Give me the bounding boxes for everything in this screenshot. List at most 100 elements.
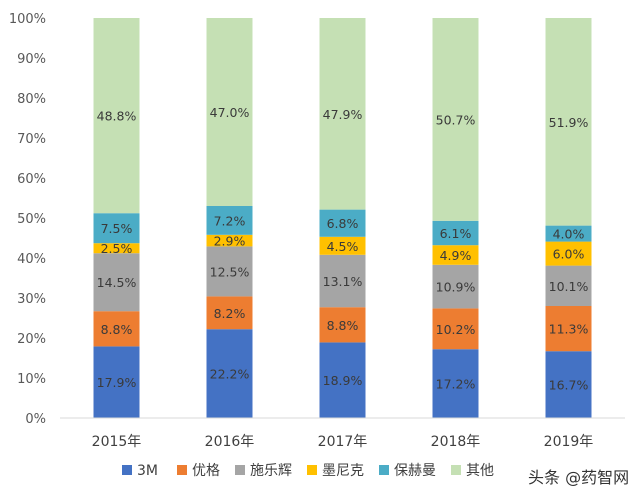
y-tick-label: 40% [17, 252, 46, 267]
data-label: 17.9% [97, 375, 137, 390]
watermark-text: 头条 @药智网 [528, 468, 629, 487]
data-label: 16.7% [549, 378, 589, 393]
bar-segment [432, 349, 479, 418]
bar-segment [432, 308, 479, 350]
bar-segment [432, 264, 479, 309]
data-label: 7.2% [214, 213, 246, 228]
data-label: 4.5% [327, 239, 359, 254]
bar-segment [319, 307, 366, 343]
data-label: 12.5% [210, 264, 250, 279]
legend-label: 施乐辉 [250, 463, 292, 479]
y-tick-label: 50% [17, 212, 46, 227]
bar-segment [319, 236, 366, 255]
data-label: 4.0% [553, 227, 585, 242]
bar-segment [545, 18, 592, 226]
bar-segment [432, 18, 479, 221]
data-label: 48.8% [97, 109, 137, 124]
bar-segment [432, 220, 479, 246]
legend-swatch [307, 465, 317, 475]
bar-stack: 17.2% 10.2% 10.9% 4.9% 6.1% 50.7% [432, 18, 479, 418]
bar-segment [206, 296, 253, 330]
x-tick-label: 2016年 [205, 434, 255, 450]
data-label: 11.3% [549, 322, 589, 337]
legend-item: 保赫曼 [379, 463, 436, 479]
bar-segment [206, 206, 253, 235]
y-tick-label: 0% [25, 412, 46, 427]
data-label: 18.9% [323, 373, 363, 388]
legend-label: 墨尼克 [322, 463, 364, 479]
y-tick-label: 30% [17, 292, 46, 307]
legend-item: 优格 [177, 463, 220, 479]
legend-swatch [451, 465, 461, 475]
bar-segment [545, 225, 592, 242]
y-tick-label: 60% [17, 172, 46, 187]
y-tick-label: 90% [17, 52, 46, 67]
data-label: 8.2% [214, 306, 246, 321]
legend-swatch [177, 465, 187, 475]
legend-item: 其他 [451, 463, 494, 479]
x-axis: 2015年 2016年 2017年 2018年 2019年 [60, 417, 625, 450]
data-label: 10.9% [436, 280, 476, 295]
legend: 3M 优格 施乐辉 墨尼克 保赫曼 其他 [122, 463, 494, 479]
bar-segment [93, 243, 140, 254]
watermark-backdrop [520, 462, 636, 492]
bar-segment [319, 18, 366, 210]
data-label: 17.2% [436, 377, 476, 392]
data-label: 2.5% [101, 241, 133, 256]
data-label: 14.5% [97, 275, 137, 290]
legend-swatch [122, 465, 132, 475]
legend-label: 3M [137, 463, 158, 479]
y-tick-label: 10% [17, 372, 46, 387]
bar-segment [93, 18, 140, 214]
bar-segment [545, 306, 592, 352]
data-label: 4.9% [440, 248, 472, 263]
bar-segment [206, 234, 253, 247]
legend-label: 优格 [192, 463, 220, 479]
bar-segment [93, 311, 140, 347]
bar-segment [93, 346, 140, 418]
bar-segment [93, 253, 140, 312]
data-label: 6.1% [440, 226, 472, 241]
bar-segment [319, 254, 366, 308]
bar-stack: 17.9% 8.8% 14.5% 2.5% 7.5% 48.8% [93, 18, 140, 418]
x-tick-label: 2015年 [92, 434, 142, 450]
data-label: 8.8% [327, 318, 359, 333]
bar-segment [319, 342, 366, 418]
bar-segment [545, 241, 592, 266]
legend-label: 保赫曼 [394, 463, 436, 479]
watermark: 头条 @药智网 [520, 462, 636, 492]
data-label: 47.0% [210, 105, 250, 120]
bar-segment [319, 209, 366, 237]
data-label: 2.9% [214, 234, 246, 249]
data-label: 47.9% [323, 107, 363, 122]
bar-segment [206, 329, 253, 418]
data-label: 22.2% [210, 367, 250, 382]
bar-segment [93, 213, 140, 244]
y-tick-label: 80% [17, 92, 46, 107]
bar-segment [432, 245, 479, 265]
legend-item: 3M [122, 463, 158, 479]
data-label: 50.7% [436, 112, 476, 127]
data-label: 10.2% [436, 322, 476, 337]
data-label: 7.5% [101, 221, 133, 236]
bar-segment [545, 351, 592, 418]
legend-swatch [379, 465, 389, 475]
bar-segment [206, 246, 253, 297]
legend-item: 墨尼克 [307, 463, 364, 479]
legend-swatch [235, 465, 245, 475]
data-label: 10.1% [549, 279, 589, 294]
bar-segment [545, 265, 592, 306]
y-tick-label: 20% [17, 332, 46, 347]
bar-stack: 18.9% 8.8% 13.1% 4.5% 6.8% 47.9% [319, 18, 366, 418]
x-tick-label: 2018年 [431, 434, 481, 450]
data-label: 6.8% [327, 216, 359, 231]
x-tick-label: 2019年 [544, 434, 594, 450]
y-axis: 0% 10% 20% 30% 40% 50% 60% 70% 80% 90% 100% [9, 12, 46, 427]
y-tick-label: 100% [9, 12, 46, 27]
data-label: 6.0% [553, 247, 585, 262]
plot-area: 17.9% 8.8% 14.5% 2.5% 7.5% 48.8% 22.2% 8.2% 12.5… [93, 18, 592, 418]
data-label: 8.8% [101, 322, 133, 337]
legend-label: 其他 [466, 463, 494, 479]
legend-item: 施乐辉 [235, 463, 292, 479]
